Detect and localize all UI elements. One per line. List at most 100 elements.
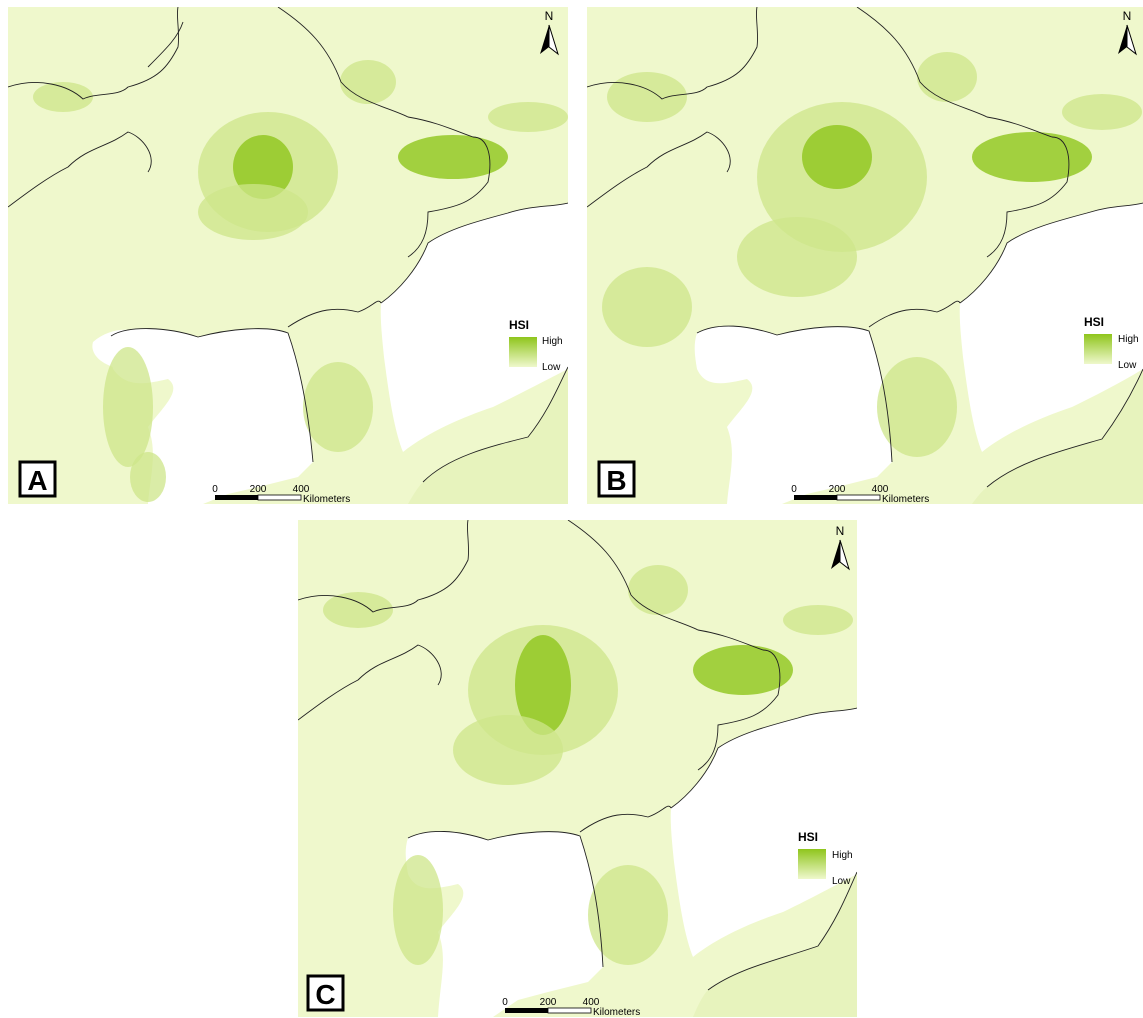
hsi-zone (972, 132, 1092, 182)
scale-unit-label: Kilometers (303, 494, 350, 504)
map-svg-b: N HSI High Low 0 200 400 Kilometers B (587, 7, 1143, 504)
scale-bar: 0 200 400 Kilometers (212, 484, 350, 504)
hsi-zone (607, 72, 687, 122)
hsi-zone (628, 565, 688, 615)
border-line (587, 131, 731, 208)
border-line (287, 300, 382, 328)
scale-bar: 0 200 400 Kilometers (791, 484, 929, 504)
gulf-a (92, 329, 138, 367)
coast-line (670, 707, 857, 809)
legend-low-label: Low (832, 876, 851, 887)
scale-tick-200: 200 (540, 997, 557, 1008)
east-sea (380, 203, 568, 452)
legend-low-label: Low (1118, 360, 1137, 371)
hsi-zone (340, 60, 396, 104)
legend-high-label: High (1118, 334, 1139, 345)
map-svg-c: N HSI High Low 0 200 400 Kilometers C (298, 520, 857, 1017)
legend-gradient (1084, 334, 1112, 364)
legend-title: HSI (1084, 315, 1104, 329)
coast-line (407, 831, 604, 968)
east-sea (959, 203, 1143, 452)
scale-tick-0: 0 (791, 484, 797, 495)
scale-tick-0: 0 (502, 997, 508, 1008)
panel-label-c: C (306, 974, 345, 1012)
hsi-zone (303, 362, 373, 452)
panel-label-b: B (597, 460, 636, 498)
border-line (579, 805, 672, 833)
hsi-zone (917, 52, 977, 102)
legend-gradient (509, 337, 537, 367)
border-line (298, 644, 442, 721)
scale-tick-400: 400 (583, 997, 600, 1008)
map-panel-a: N HSI High Low 0 200 400 Kilometers A (8, 7, 568, 504)
japan-land (693, 872, 857, 1017)
hsi-zone (233, 135, 293, 199)
scale-unit-label: Kilometers (882, 494, 929, 504)
legend-low-label: Low (542, 362, 561, 373)
north-label: N (836, 524, 845, 538)
hsi-zone (323, 592, 393, 628)
border-line (277, 7, 491, 258)
border-line (8, 7, 180, 100)
legend-high-label: High (542, 336, 563, 347)
yellow-sea (405, 831, 603, 1017)
hsi-zone (693, 645, 793, 695)
hsi-zone (515, 635, 571, 735)
hsi-zone (783, 605, 853, 635)
hsi-zone (103, 347, 153, 467)
scale-bar: 0 200 400 Kilometers (502, 997, 640, 1017)
hsi-legend: HSI High Low (1084, 315, 1139, 371)
border-line (856, 7, 1070, 258)
north-label: N (545, 9, 554, 23)
legend-title: HSI (509, 318, 529, 332)
hsi-zone (130, 452, 166, 502)
east-sea (670, 708, 857, 957)
legend-title: HSI (798, 830, 818, 844)
japan-land (972, 369, 1143, 504)
hsi-zone (198, 184, 308, 240)
north-label: N (1123, 9, 1132, 23)
svg-text:A: A (27, 465, 47, 496)
svg-text:C: C (315, 979, 335, 1010)
border-line (567, 520, 781, 771)
hsi-zone (393, 855, 443, 965)
north-arrow-icon: N (831, 524, 850, 571)
coast-line (959, 202, 1143, 304)
border-line (8, 131, 152, 208)
svg-text:B: B (606, 465, 626, 496)
map-panel-b: N HSI High Low 0 200 400 Kilometers B (587, 7, 1143, 504)
hsi-zone (802, 125, 872, 189)
japan-land (408, 367, 568, 504)
north-arrow-icon: N (1118, 9, 1137, 56)
coast-line (696, 325, 893, 463)
yellow-sea (694, 326, 892, 504)
legend-high-label: High (832, 850, 853, 861)
hsi-zone (398, 135, 508, 179)
map-svg-a: N HSI High Low 0 200 400 Kilometers A (8, 7, 568, 504)
hsi-zone (602, 267, 692, 347)
scale-tick-400: 400 (293, 484, 310, 495)
border-line (868, 300, 961, 328)
coast-line (110, 328, 314, 463)
coast-line (422, 366, 568, 483)
scale-tick-0: 0 (212, 484, 218, 495)
scale-tick-200: 200 (829, 484, 846, 495)
border-line (298, 520, 470, 613)
hsi-legend: HSI High Low (509, 318, 563, 373)
coast-line (986, 368, 1143, 488)
hsi-zone (877, 357, 957, 457)
hsi-zone (1062, 94, 1142, 130)
hsi-zone (737, 217, 857, 297)
coast-line (707, 871, 857, 991)
panel-label-a: A (18, 460, 57, 498)
north-arrow-icon: N (540, 9, 559, 56)
border-line (147, 21, 184, 68)
scale-tick-200: 200 (250, 484, 267, 495)
legend-gradient (798, 849, 826, 879)
hsi-zone (453, 715, 563, 785)
hsi-zone (588, 865, 668, 965)
map-panel-c: N HSI High Low 0 200 400 Kilometers C (298, 520, 857, 1017)
scale-tick-400: 400 (872, 484, 889, 495)
border-line (587, 7, 759, 100)
hsi-zone (488, 102, 568, 132)
